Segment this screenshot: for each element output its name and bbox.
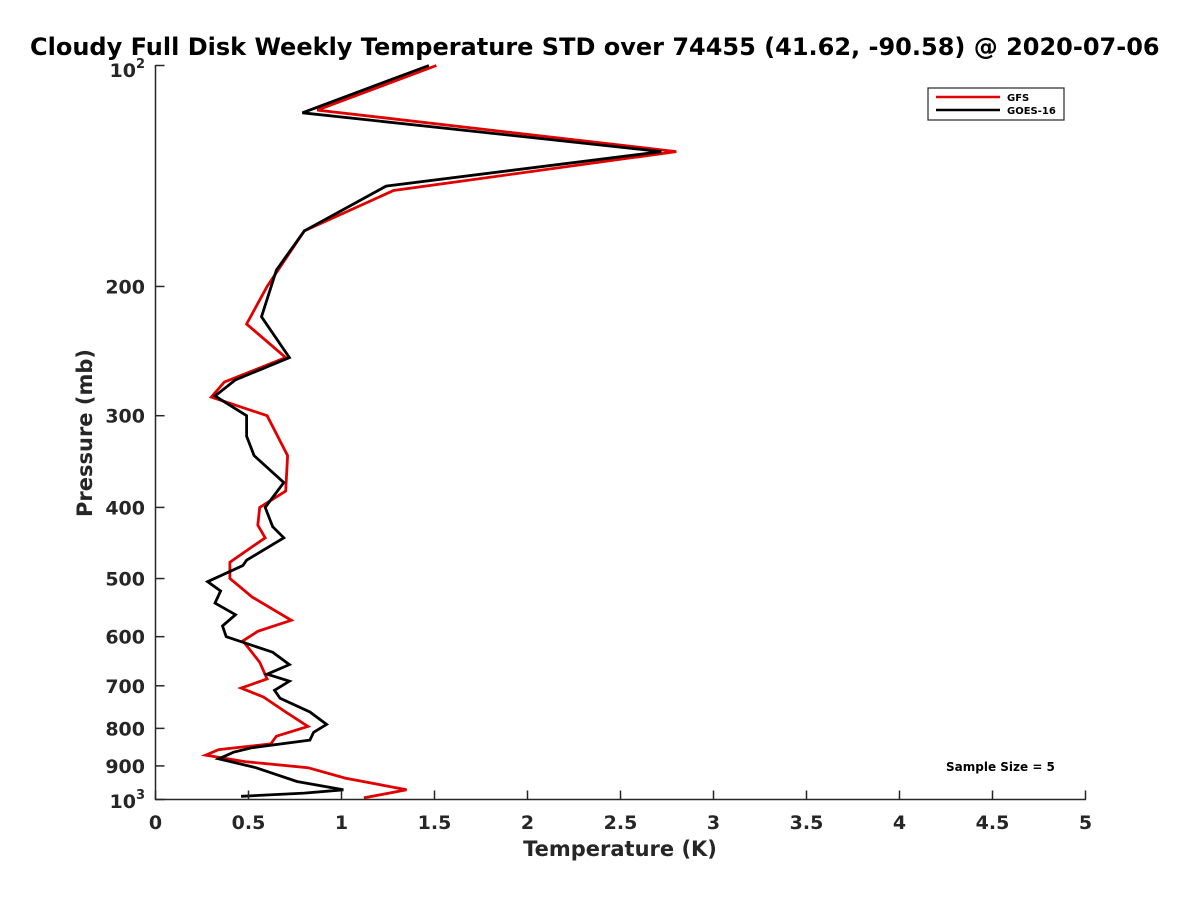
y-tick-label: 400 [105, 497, 145, 519]
x-axis-label: Temperature (K) [523, 837, 717, 861]
plot-area [156, 66, 1086, 799]
y-axis-label: Pressure (mb) [73, 349, 97, 517]
legend-label-gfs: GFS [1007, 93, 1029, 104]
y-tick-label: 300 [105, 406, 145, 428]
x-tick-label: 5 [1079, 812, 1092, 834]
x-tick-label: 4.5 [976, 812, 1010, 834]
chart-title: Cloudy Full Disk Weekly Temperature STD … [30, 33, 1160, 61]
y-tick-label: 600 [105, 627, 145, 649]
legend: GFS GOES-16 [927, 87, 1065, 121]
legend-label-goes16: GOES-16 [1007, 106, 1056, 117]
y-tick-label: 900 [105, 756, 145, 778]
y-tick-label: 500 [105, 569, 145, 591]
x-tick-label: 4 [893, 812, 906, 834]
x-tick-label: 0.5 [232, 812, 266, 834]
legend-box [927, 87, 1065, 121]
x-axis-ticks: 0 0.5 1 1.5 2 2.5 3 3.5 4 4.5 5 [149, 790, 1092, 834]
y-tick-label: 200 [105, 276, 145, 298]
x-tick-label: 3.5 [790, 812, 824, 834]
series-line-gfs [200, 64, 677, 800]
series-line-goes16 [204, 64, 662, 798]
y-tick-label-top: 102 [110, 57, 146, 82]
x-tick-label: 0 [149, 812, 162, 834]
x-tick-label: 3 [707, 812, 720, 834]
y-tick-label-bottom: 103 [110, 788, 146, 813]
sample-size-note: Sample Size = 5 [946, 760, 1055, 774]
y-tick-label: 700 [105, 676, 145, 698]
x-tick-label: 2 [521, 812, 534, 834]
y-tick-label: 800 [105, 718, 145, 740]
x-tick-label: 1 [335, 812, 348, 834]
x-tick-label: 2.5 [604, 812, 638, 834]
y-axis-ticks: 102 103 200 300 400 500 600 700 800 900 [105, 57, 165, 813]
series-layer [200, 64, 677, 800]
x-tick-label: 1.5 [418, 812, 452, 834]
